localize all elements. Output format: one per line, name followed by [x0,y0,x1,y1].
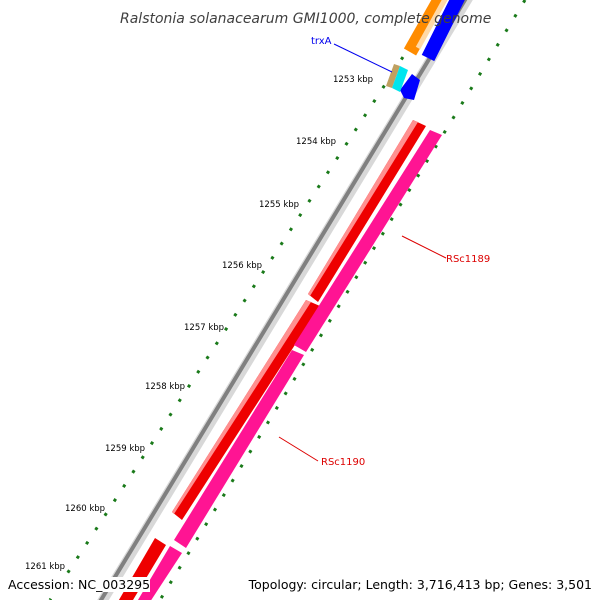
RSc1189-gene-red [308,120,426,302]
RSc1190-gene-red [172,300,320,520]
kbp-label: 1259 kbp [105,444,145,454]
RSc1189-gene-red-shine [308,120,418,296]
feature-small-cyan [392,66,408,92]
feature-small-tan [386,64,400,88]
kbp-label: 1257 kbp [184,323,224,333]
trxA-gene-arrow [400,74,420,100]
kbp-label: 1261 kbp [25,562,65,572]
feature-orange [403,0,448,56]
genome-stats-label: Topology: circular; Length: 3,716,413 bp… [248,577,592,592]
inner-tick-ring [48,0,442,600]
RSc1190-label[interactable]: RSc1190 [321,457,365,468]
accession-label: Accession: NC_003295 [8,577,151,592]
outer-tick-ring [158,0,527,600]
RSc1189-gene-pink [294,130,442,352]
kbp-label: 1255 kbp [259,200,299,210]
map-title: Ralstonia solanacearum GMI1000, complete… [120,11,491,27]
RSc1190-gene-pink [174,350,304,548]
kbp-label: 1258 kbp [145,382,185,392]
RSc1190-leader [278,436,319,462]
trxA-label[interactable]: trxA [311,36,332,47]
kbp-label: 1253 kbp [333,75,373,85]
feature-orange-light [415,0,448,50]
trxA-leader [333,43,393,73]
kbp-label: 1254 kbp [296,137,336,147]
RSc1189-leader [401,235,447,259]
RSc1190-gene-red-shine [172,300,311,514]
kbp-label: 1256 kbp [222,261,262,271]
RSc1189-label[interactable]: RSc1189 [446,254,490,265]
feature-blue-top [421,0,465,62]
kbp-label: 1260 kbp [65,504,105,514]
